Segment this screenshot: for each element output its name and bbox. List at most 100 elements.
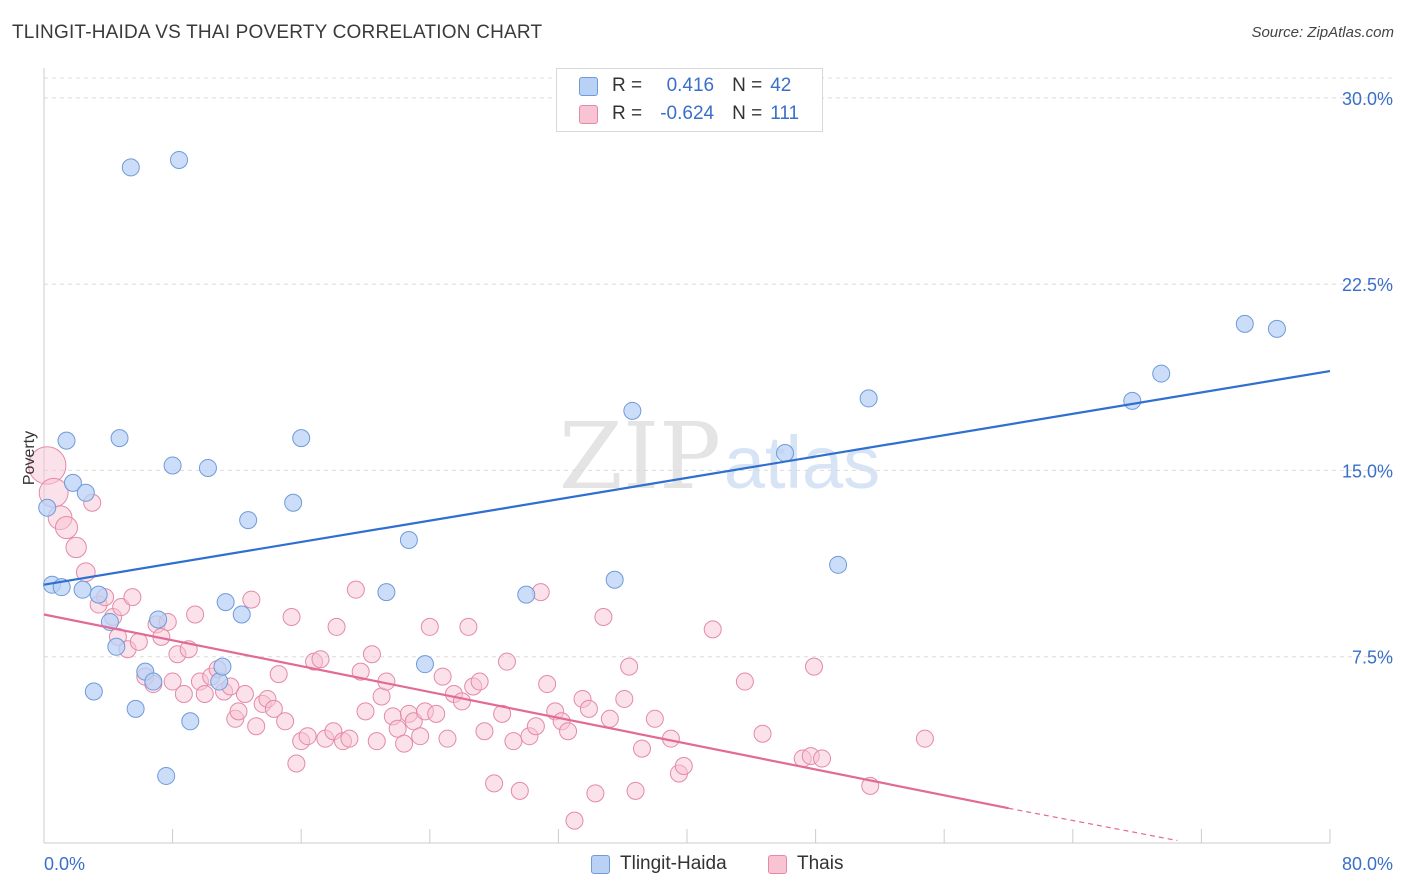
thais-point [388, 719, 407, 738]
tlingit-haida-point [84, 682, 103, 701]
thais-point [367, 732, 386, 751]
tlingit-haida-point [63, 473, 82, 492]
thais-point [632, 739, 651, 758]
thais-point [420, 617, 439, 636]
n-value-tlingit-haida: 42 [770, 75, 792, 96]
tick-labels: 7.5% 15.0% 22.5% 30.0% 0.0% 80.0% [44, 89, 1393, 874]
tlingit-haida-point [1152, 364, 1171, 383]
thais-point [311, 650, 330, 669]
thais-point [242, 590, 261, 609]
tlingit-haida-point [232, 605, 251, 624]
thais-point [174, 684, 193, 703]
thais-point [915, 729, 934, 748]
legend-row-thais: R = -0.624 N = 111 [579, 101, 799, 127]
tlingit-haida-point [126, 699, 145, 718]
tlingit-haida-point [1123, 391, 1142, 410]
thais-point [626, 781, 645, 800]
thais-point [493, 704, 512, 723]
thais-point [264, 699, 283, 718]
thais-point [427, 704, 446, 723]
tlingit-haida-point [776, 444, 795, 463]
thais-point [753, 724, 772, 743]
tlingit-haida-point [198, 458, 217, 477]
tlingit-haida-points [38, 150, 1286, 785]
trend-lines [43, 369, 1331, 842]
tlingit-haida-legend-label: Tlingit-Haida [620, 853, 727, 874]
tlingit-haida-point [1235, 314, 1254, 333]
thais-point [346, 580, 365, 599]
tlingit-haida-point [163, 456, 182, 475]
gridlines [44, 77, 1392, 658]
tlingit-haida-point [76, 483, 95, 502]
tlingit-haida-point [149, 610, 168, 629]
thais-point [229, 702, 248, 721]
tlingit-haida-point [1267, 319, 1286, 338]
thais-point [247, 717, 266, 736]
thais-point [404, 712, 423, 731]
thais-point [813, 749, 832, 768]
thais-point [538, 675, 557, 694]
thais-point [65, 536, 87, 559]
thais-point [269, 665, 288, 684]
tlingit-haida-point [181, 712, 200, 731]
n-value-thais: 111 [770, 103, 800, 124]
thais-point [129, 632, 148, 651]
thais-point [282, 607, 301, 626]
x-tick-label: 80.0% [1342, 854, 1393, 874]
tlingit-haida-point [399, 530, 418, 549]
source-label: Source: ZipAtlas.com [1251, 24, 1394, 41]
thais-point [470, 672, 489, 691]
tlingit-haida-point [89, 585, 108, 604]
y-tick-label: 7.5% [1352, 648, 1393, 668]
thais-point [327, 617, 346, 636]
y-tick-label: 30.0% [1342, 89, 1393, 109]
tlingit-haida-trendline [43, 369, 1331, 586]
thais-point [586, 784, 605, 803]
y-tick-label: 15.0% [1342, 461, 1393, 481]
bottom-legend-thais: Thais [768, 851, 843, 877]
tlingit-haida-point [210, 672, 229, 691]
tlingit-haida-point [623, 401, 642, 420]
thais-point [235, 684, 254, 703]
tlingit-haida-legend-swatch [591, 854, 610, 874]
thais-point [735, 672, 754, 691]
thais-point [186, 605, 205, 624]
thais-point [372, 687, 391, 706]
tlingit-haida-point [213, 657, 232, 676]
tlingit-haida-point [38, 498, 57, 517]
thais-legend-swatch [768, 854, 787, 874]
thais-point [351, 662, 370, 681]
tlingit-haida-point [415, 655, 434, 674]
thais-point [459, 617, 478, 636]
tlingit-haida-point [292, 429, 311, 448]
r-label: R = [612, 103, 643, 124]
tlingit-haida-point [239, 511, 258, 530]
n-label: N = [732, 75, 763, 96]
thais-point [526, 717, 545, 736]
chart-title: TLINGIT-HAIDA VS THAI POVERTY CORRELATIO… [12, 22, 543, 43]
thais-point [438, 729, 457, 748]
thais-point [163, 672, 182, 691]
thais-point [54, 516, 79, 540]
tlingit-haida-point [284, 493, 303, 512]
thais-point [565, 811, 584, 830]
tlingit-haida-point [517, 585, 536, 604]
bottom-legend-tlingit-haida: Tlingit-Haida [591, 851, 727, 877]
tlingit-haida-point [216, 593, 235, 612]
r-value-thais: -0.624 [660, 103, 715, 124]
thais-point [112, 598, 131, 617]
thais-point [559, 722, 578, 741]
correlation-legend: R = 0.416 N = 42 R = -0.624 N = 111 [556, 68, 823, 132]
thais-point [452, 692, 471, 711]
thais-point [645, 709, 664, 728]
y-tick-label: 22.5% [1342, 275, 1393, 295]
x-tick-label: 0.0% [44, 854, 85, 874]
tlingit-haida-point [110, 429, 129, 448]
legend-row-tlingit-haida: R = 0.416 N = 42 [579, 73, 791, 99]
thais-point [362, 645, 381, 664]
thais-point [276, 712, 295, 731]
tlingit-haida-point [73, 580, 92, 599]
tlingit-haida-point [859, 389, 878, 408]
watermark-zip: ZIP [559, 403, 721, 510]
thais-trendline [43, 613, 1009, 810]
